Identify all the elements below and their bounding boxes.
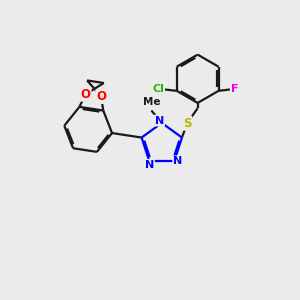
Text: F: F xyxy=(231,84,238,94)
Text: S: S xyxy=(183,117,191,130)
Text: N: N xyxy=(173,156,182,166)
Text: N: N xyxy=(145,160,154,170)
Text: N: N xyxy=(155,116,164,126)
Text: Me: Me xyxy=(142,97,160,107)
Text: Cl: Cl xyxy=(152,84,164,94)
Text: O: O xyxy=(81,88,91,101)
Text: O: O xyxy=(96,90,106,103)
